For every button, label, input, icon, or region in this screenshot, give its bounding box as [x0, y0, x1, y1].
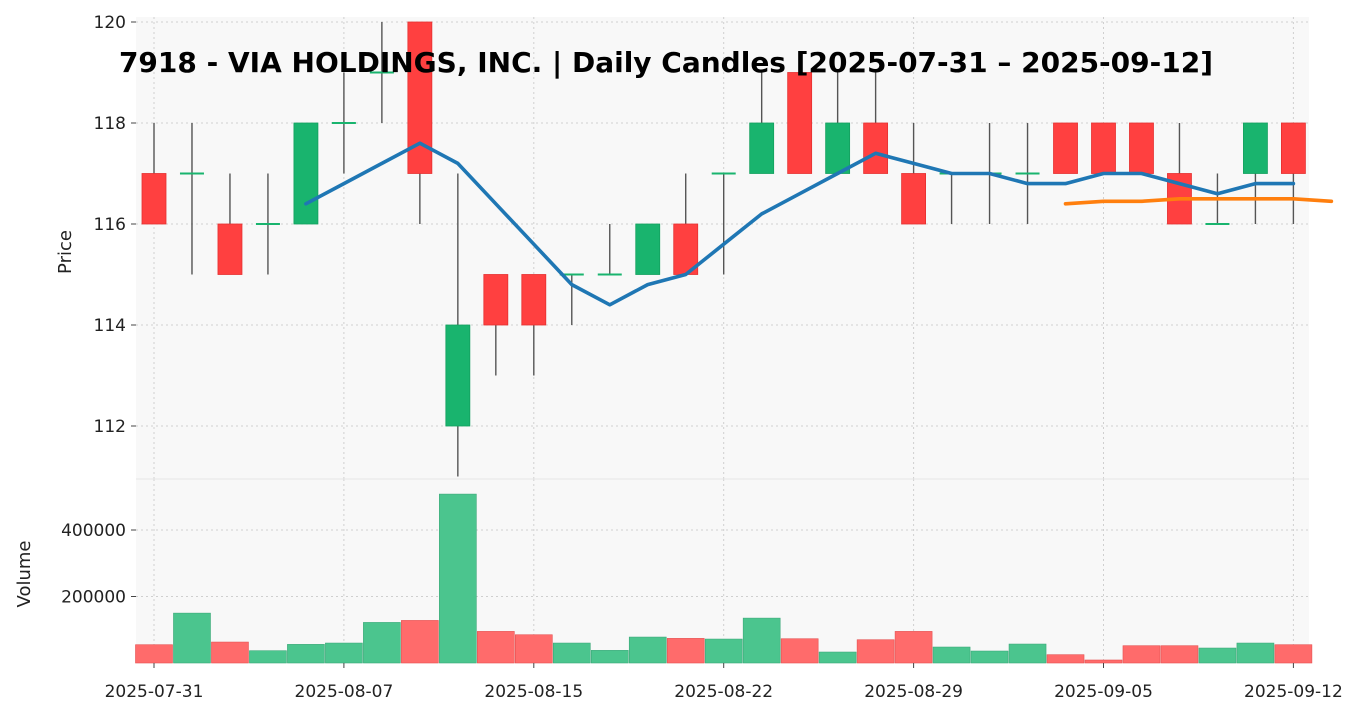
volume-bar	[211, 641, 249, 664]
volume-bar	[1008, 643, 1047, 664]
candle-body	[749, 122, 775, 174]
volume-bar	[628, 636, 667, 664]
moving-average-long-line	[1063, 197, 1334, 206]
candle-body	[1281, 122, 1306, 174]
volume-bar	[780, 638, 819, 664]
volume-tick-label: 200000	[61, 588, 126, 608]
volume-bar	[970, 650, 1009, 664]
volume-bar	[477, 631, 515, 664]
volume-bar	[287, 644, 325, 664]
volume-bar	[704, 638, 743, 664]
volume-bar	[439, 493, 477, 664]
candle-body	[901, 173, 926, 225]
candle-body	[1243, 122, 1268, 174]
volume-bar	[173, 612, 211, 664]
volume-bar	[1236, 642, 1275, 664]
volume-bar	[325, 642, 363, 664]
candle-body	[825, 122, 851, 174]
candle-body	[407, 21, 433, 174]
volume-bar	[1122, 645, 1161, 664]
volume-bar	[514, 634, 553, 664]
volume-bar	[1160, 645, 1199, 664]
volume-bar	[401, 620, 439, 664]
volume-panel-background	[136, 479, 1309, 663]
candle-body	[483, 274, 509, 326]
volume-bar	[932, 646, 971, 664]
moving-average-short-line	[304, 141, 1296, 307]
price-tick-label: 118	[94, 114, 126, 134]
x-tick-label: 2025-08-29	[864, 682, 963, 702]
candles	[141, 21, 1306, 477]
volume-bar	[552, 642, 591, 664]
candle-body	[521, 274, 547, 326]
price-tick-label: 116	[94, 215, 126, 235]
volume-bar	[666, 638, 705, 664]
volume-bar	[1198, 647, 1237, 664]
volume-bar	[1274, 644, 1313, 664]
volume-bar	[363, 622, 401, 664]
volume-bar	[818, 651, 857, 664]
x-tick-label: 2025-09-05	[1054, 682, 1153, 702]
candle-body	[635, 223, 661, 275]
price-panel-background	[136, 17, 1309, 479]
volume-axis-label: Volume	[14, 541, 35, 608]
candle-body	[141, 173, 167, 225]
volume-bar	[1084, 659, 1123, 664]
candle-body	[1091, 122, 1116, 174]
volume-bar	[1046, 654, 1085, 664]
volume-bar	[590, 650, 629, 664]
moving-average-lines	[304, 141, 1334, 307]
price-tick-label: 114	[94, 316, 126, 336]
candle-body	[787, 72, 813, 174]
volume-bars	[135, 493, 1313, 664]
x-tick-label: 2025-08-07	[295, 682, 394, 702]
candle-body	[293, 122, 319, 225]
volume-bar	[135, 644, 173, 664]
x-tick-label: 2025-09-12	[1244, 682, 1343, 702]
volume-bar	[856, 639, 895, 664]
x-tick-label: 2025-08-22	[674, 682, 773, 702]
volume-bar	[742, 617, 781, 664]
price-axis-label: Price	[55, 230, 76, 274]
x-tick-label: 2025-08-15	[484, 682, 583, 702]
candle-body	[863, 122, 889, 174]
candle-body	[217, 223, 243, 275]
candle-body	[1053, 122, 1078, 174]
volume-bar	[249, 650, 287, 664]
x-tick-label: 2025-07-31	[105, 682, 204, 702]
chart-title: 7918 - VIA HOLDINGS, INC. | Daily Candle…	[119, 46, 1213, 79]
candle-body	[1129, 122, 1154, 174]
candle-body	[445, 324, 471, 427]
volume-tick-label: 400000	[61, 521, 126, 541]
volume-bar	[894, 631, 933, 664]
price-tick-label: 120	[94, 13, 126, 33]
price-tick-label: 112	[94, 417, 126, 437]
axes: 112 114 116 118 120 200000 400000 2025-07-31 202…	[61, 13, 1343, 702]
